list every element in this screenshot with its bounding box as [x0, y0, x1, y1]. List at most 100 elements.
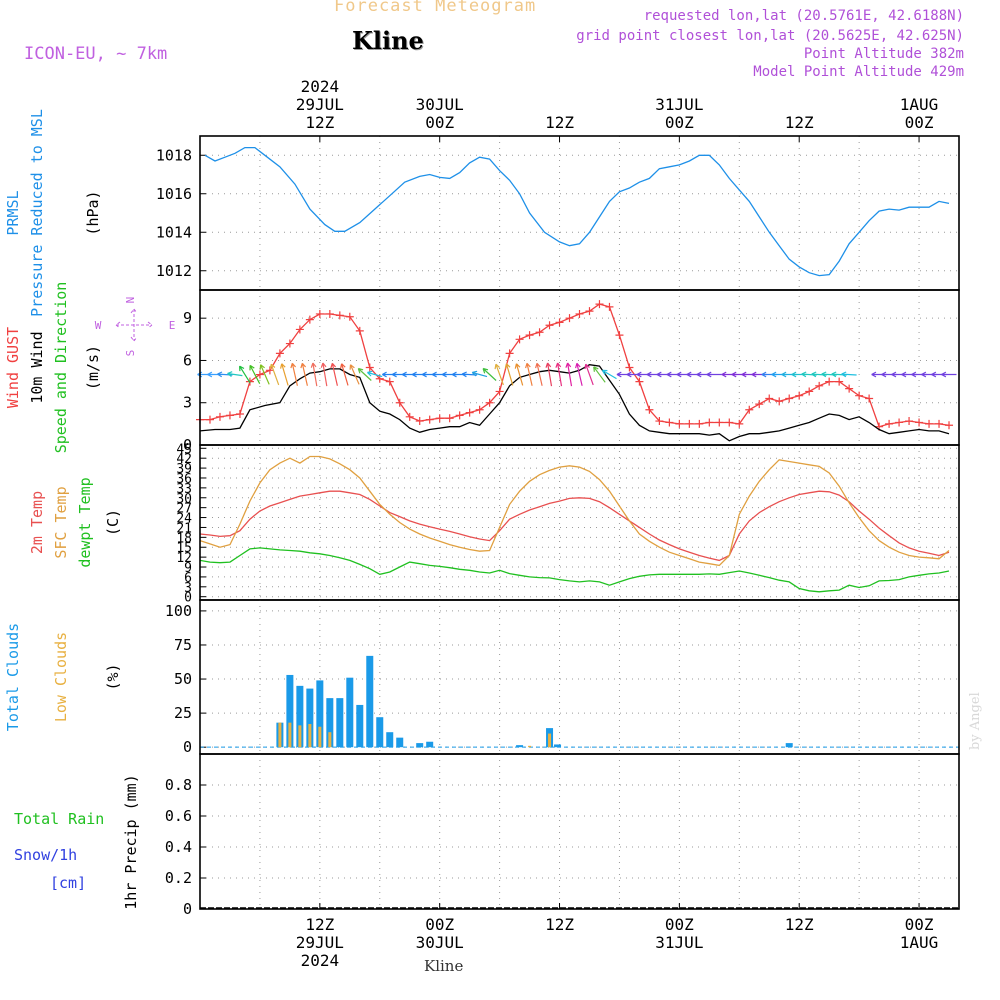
- gust-marker: [235, 410, 244, 418]
- y-tick-label: 0.6: [165, 807, 192, 825]
- panel-unit: 1hr Precip (mm): [122, 774, 140, 909]
- low-cloud-bar: [288, 722, 292, 748]
- wind-direction-arrow: [593, 366, 606, 383]
- gust-marker: [285, 339, 294, 348]
- gust-marker: [825, 377, 834, 386]
- gust-marker: [555, 318, 564, 327]
- y-tick-label: 100: [165, 602, 192, 620]
- gust-marker: [895, 418, 904, 427]
- gust-marker: [885, 419, 894, 428]
- gust-marker: [535, 328, 544, 337]
- panel-label: 10m Wind: [28, 331, 46, 403]
- gust-marker: [445, 414, 454, 423]
- y-tick-label: 45: [176, 442, 192, 457]
- wind-direction-arrow: [494, 363, 504, 386]
- wind-direction-arrow: [545, 362, 553, 387]
- time-label-top: 2024: [301, 77, 340, 96]
- gust-marker: [775, 397, 784, 406]
- gust-marker: [755, 400, 764, 409]
- series-line-2m-temp: [199, 490, 950, 562]
- total-cloud-bar: [336, 698, 344, 748]
- wind-direction-arrow: [584, 363, 594, 386]
- gust-marker: [395, 398, 404, 407]
- time-label-top: 12Z: [785, 113, 814, 132]
- time-label-bottom: 12Z: [305, 915, 334, 934]
- requested-coordinates: requested lon,lat (20.5761E, 42.6188N): [643, 8, 964, 24]
- compass-south: S: [124, 350, 137, 357]
- y-tick-label: 6: [183, 351, 192, 369]
- wind-direction-arrow: [349, 364, 360, 385]
- y-tick-label: 6: [184, 571, 192, 586]
- y-tick-label: 1016: [156, 185, 192, 203]
- y-tick-label: 18: [176, 531, 192, 546]
- gust-marker: [645, 405, 654, 414]
- gust-marker: [575, 309, 584, 318]
- low-cloud-bar: [328, 732, 332, 748]
- panel-label: Wind GUST: [4, 327, 22, 408]
- wind-direction-arrow: [259, 364, 270, 385]
- gust-marker: [615, 331, 624, 340]
- y-tick-label: 21: [176, 521, 192, 536]
- gust-marker: [865, 394, 874, 403]
- low-cloud-bar: [298, 725, 302, 748]
- time-label-bottom: 12Z: [545, 915, 574, 934]
- gust-marker: [335, 311, 344, 320]
- y-tick-label: 0: [184, 591, 192, 606]
- time-label-top: 29JUL: [296, 95, 344, 114]
- gust-marker: [215, 412, 224, 421]
- series-line-sfc-temp: [199, 455, 950, 567]
- gust-marker: [705, 418, 714, 427]
- grid-point-coordinates: grid point closest lon,lat (20.5625E, 42…: [576, 28, 964, 44]
- gust-marker: [945, 421, 954, 430]
- panel-unit: (%): [104, 663, 122, 690]
- panel-label: Snow/1h: [14, 846, 77, 864]
- y-tick-label: 39: [176, 462, 192, 477]
- y-tick-label: 1018: [156, 146, 192, 164]
- y-tick-label: 1014: [156, 223, 192, 241]
- gust-marker: [935, 419, 944, 428]
- panel-label: PRMSL: [4, 190, 22, 235]
- gust-marker: [365, 363, 374, 372]
- wind-direction-arrow: [357, 367, 372, 381]
- y-tick-label: 9: [184, 561, 192, 576]
- gust-marker: [655, 417, 664, 426]
- gust-marker: [565, 314, 574, 323]
- panel-label: SFC Temp: [52, 486, 70, 558]
- y-tick-label: 1012: [156, 262, 192, 280]
- wind-direction-arrow: [320, 362, 328, 387]
- low-cloud-bar: [528, 745, 532, 748]
- y-tick-label: 3: [183, 394, 192, 412]
- wind-direction-arrow: [300, 362, 308, 386]
- gust-marker: [495, 387, 504, 396]
- gust-marker: [525, 331, 534, 340]
- y-tick-label: 0: [183, 738, 192, 756]
- panel-label: Low Clouds: [52, 632, 70, 722]
- gust-marker: [715, 418, 724, 427]
- wind-direction-arrow: [504, 363, 514, 386]
- gust-marker: [665, 418, 674, 427]
- time-label-top: 00Z: [905, 113, 934, 132]
- gust-marker: [515, 335, 524, 344]
- panel-label: Speed and Direction: [52, 282, 70, 454]
- total-cloud-bar: [396, 737, 404, 748]
- total-cloud-bar: [416, 743, 424, 748]
- time-label-bottom: 2024: [301, 951, 340, 970]
- wind-direction-arrow: [941, 371, 957, 378]
- total-cloud-bar: [286, 674, 294, 748]
- low-cloud-bar: [318, 726, 322, 748]
- gust-marker: [425, 415, 434, 424]
- panel-label: Total Rain: [14, 810, 104, 828]
- y-tick-label: 24: [176, 512, 192, 527]
- panel-pressure: 1012 1014 1016 1018 PRMSL Pressure Reduced to…: [4, 109, 960, 317]
- panel-clouds: 0 25 50 75 100 Total Clouds Low Clouds (%): [4, 599, 960, 756]
- gust-marker: [845, 384, 854, 393]
- gust-marker: [295, 325, 304, 334]
- gust-marker: [925, 419, 934, 428]
- gust-marker: [835, 377, 844, 386]
- gust-marker: [605, 302, 614, 311]
- wind-direction-arrow: [601, 369, 617, 380]
- y-tick-label: 12: [176, 551, 192, 566]
- gust-marker: [345, 312, 354, 321]
- wind-direction-arrow: [575, 362, 583, 386]
- panel-frame: [199, 599, 960, 755]
